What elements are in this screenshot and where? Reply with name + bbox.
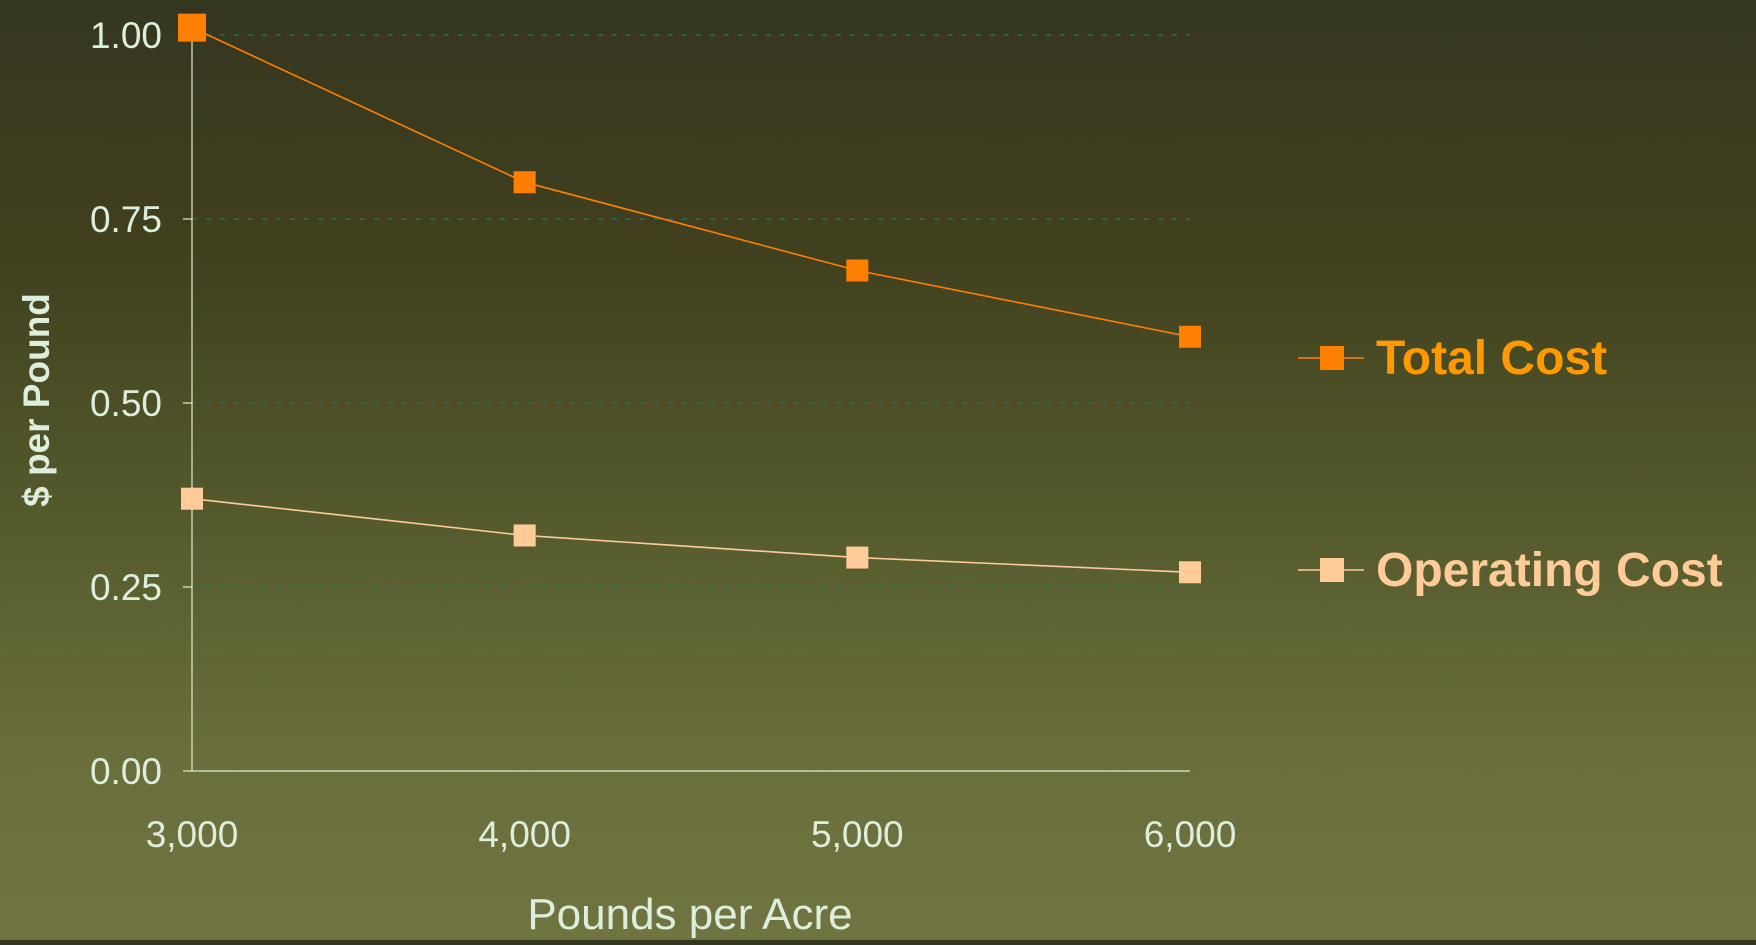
x-tick-labels: 3,000 4,000 5,000 6,000 [146,814,1237,855]
data-point-marker [846,546,869,569]
legend-item-operating-cost: Operating Cost [1298,544,1723,597]
data-point-marker [1179,561,1201,584]
x-axis-title: Pounds per Acre [527,890,852,939]
x-tick-label: 3,000 [146,814,239,855]
data-point-marker [513,171,536,194]
x-tick-label: 6,000 [1144,814,1237,855]
legend-item-total-cost: Total Cost [1298,332,1607,385]
data-point-marker [181,487,203,510]
data-point-marker [1179,325,1201,348]
data-point-marker [846,259,869,282]
series-total-cost [178,13,1201,348]
series-line [191,26,1191,338]
x-tick-label: 5,000 [811,814,904,855]
x-tick-label: 4,000 [478,814,571,855]
y-tick-labels: 0.00 0.25 0.50 0.75 1.00 [90,15,192,792]
series-lines [178,13,1201,584]
y-tick-label: 0.50 [90,383,162,424]
data-point-marker [513,524,536,547]
y-axis-title: $ per Pound [16,293,57,507]
legend: Total Cost Operating Cost [1298,332,1723,597]
legend-marker [1320,346,1344,370]
legend-label: Operating Cost [1376,544,1723,597]
series-operating-cost [181,487,1201,584]
y-tick-label: 1.00 [90,15,162,56]
y-tick-label: 0.25 [90,567,162,608]
legend-marker [1320,558,1344,582]
legend-label: Total Cost [1376,332,1607,385]
axes [191,25,1190,772]
y-tick-label: 0.75 [90,199,162,240]
grid-lines [192,34,1190,588]
series-line [191,497,1191,574]
y-tick-label: 0.00 [90,751,162,792]
data-point-marker [178,13,206,42]
